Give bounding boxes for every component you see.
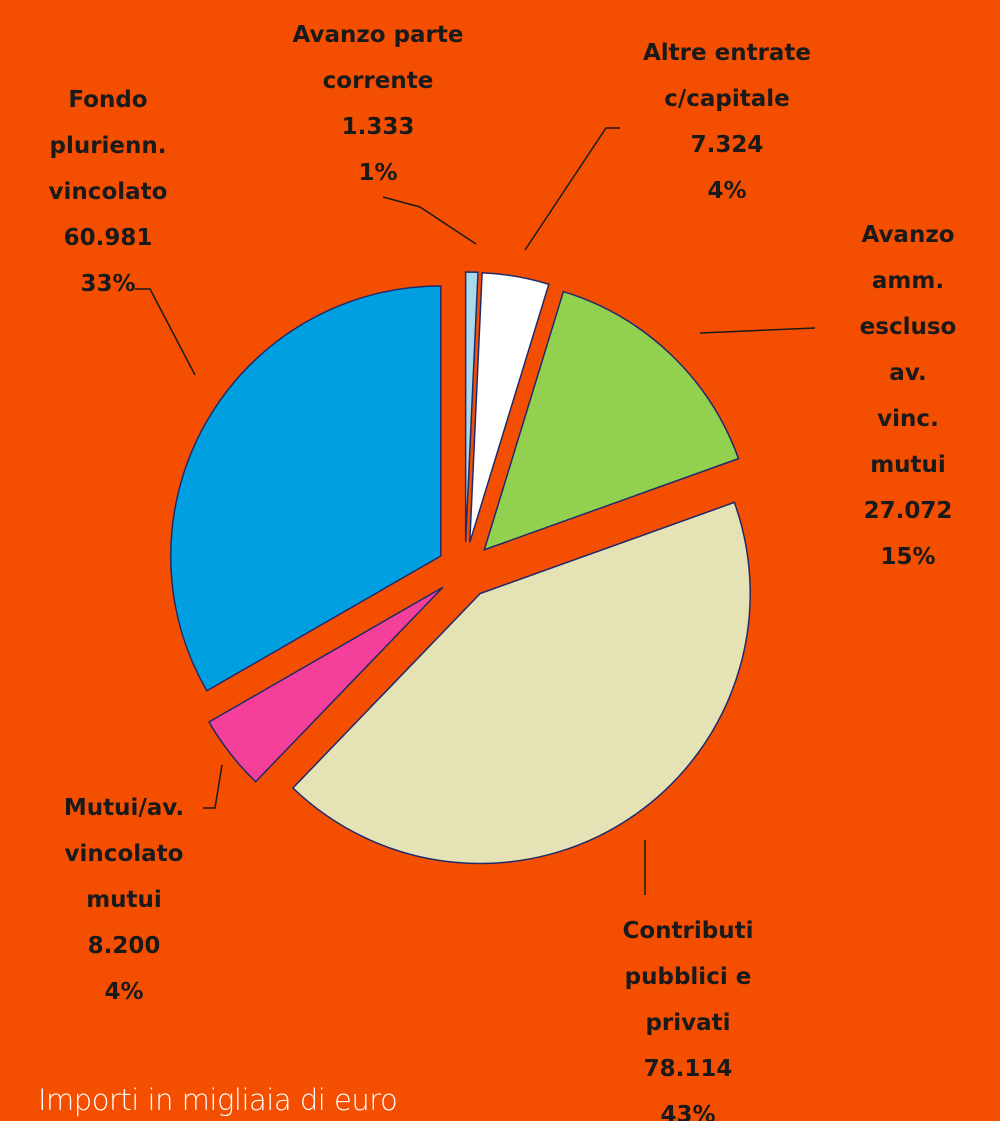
label-percent: 15%	[880, 544, 936, 570]
label-value: 1.333	[341, 114, 415, 140]
label-name: Altre entrate c/capitale	[642, 40, 812, 112]
label-value: 7.324	[690, 132, 764, 158]
pie-slice	[170, 285, 442, 692]
leader-line	[203, 764, 223, 809]
leader-line	[699, 327, 816, 334]
slice-label: Avanzo amm. escluso av. vinc. mutui 27.07…	[860, 212, 957, 580]
pie-slice	[464, 271, 479, 543]
label-value: 8.200	[87, 933, 161, 959]
pie-slice	[207, 586, 444, 783]
label-percent: 33%	[80, 271, 136, 297]
label-percent: 1%	[358, 160, 398, 186]
label-value: 78.114	[643, 1056, 733, 1082]
pie-slice	[291, 501, 751, 865]
label-value: 60.981	[63, 225, 153, 251]
slice-label: Contributi pubblici e privati 78.114 43%	[623, 908, 754, 1121]
slice-label: Fondo plurienn. vincolato 60.981 33%	[49, 77, 168, 307]
slice-label: Mutui/av. vincolato mutui 8.200 4%	[64, 785, 184, 1015]
pie-slice	[469, 271, 550, 543]
leader-line	[135, 288, 196, 376]
label-percent: 43%	[660, 1102, 716, 1121]
slice-label: Avanzo parte corrente 1.333 1%	[293, 12, 464, 196]
pie-slice	[483, 290, 740, 551]
label-name: Mutui/av. vincolato mutui	[63, 795, 185, 913]
label-name: Avanzo parte corrente	[292, 22, 464, 94]
label-name: Fondo plurienn. vincolato	[48, 87, 168, 205]
leader-line	[382, 196, 477, 245]
label-name: Contributi pubblici e privati	[622, 918, 754, 1036]
label-name: Avanzo amm. escluso av. vinc. mutui	[859, 222, 957, 478]
slice-label: Altre entrate c/capitale 7.324 4%	[643, 30, 811, 214]
label-value: 27.072	[863, 498, 953, 524]
label-percent: 4%	[104, 979, 144, 1005]
label-percent: 4%	[707, 178, 747, 204]
note: Importi in migliaia di euro	[38, 1083, 398, 1117]
leader-line	[524, 127, 620, 251]
